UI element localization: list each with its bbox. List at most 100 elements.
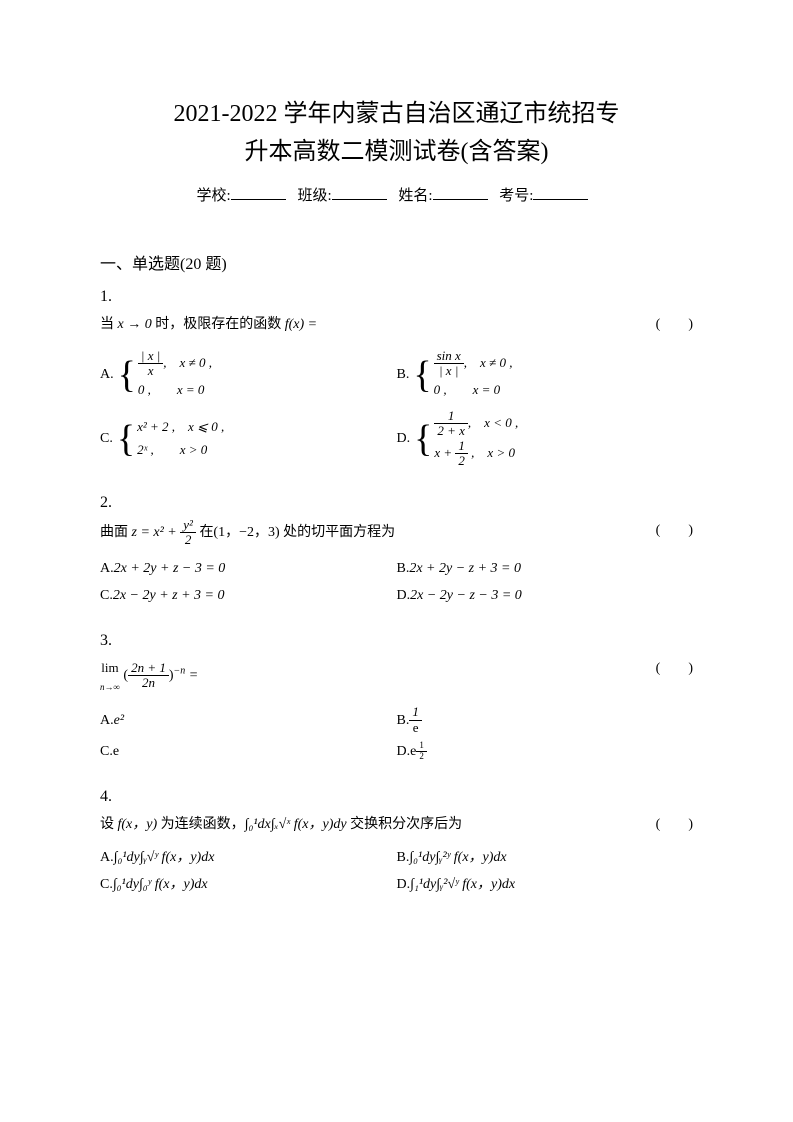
q4-stem-int: ∫₀¹dx∫ₓ√ˣ f(x，y)dy: [245, 817, 347, 832]
q2-option-d: D. 2x − 2y − z − 3 = 0: [397, 585, 694, 606]
q3-exp: −n: [174, 665, 186, 676]
q1-paren: ( ): [656, 312, 693, 337]
q4-b-text: ∫₀¹dy∫ᵧ²ʸ f(x，y)dx: [409, 847, 506, 868]
name-label: 姓名:: [398, 188, 432, 204]
q1-options: A. { | x |x, x ≠ 0 , 0 , x = 0 B. { sin …: [100, 347, 693, 474]
q3-d-label: D.: [397, 741, 411, 762]
q3-option-d: D. e12: [397, 741, 694, 762]
q2-frac-num: y²: [180, 518, 196, 533]
q1-d-label: D.: [397, 428, 411, 449]
title-line-2: 升本高数二模测试卷(含答案): [245, 139, 549, 165]
q1-a-frac-den: x: [138, 364, 163, 378]
q3-a-label: A.: [100, 710, 114, 731]
q1-d-frac-den: 2 + x: [434, 424, 468, 438]
q1-d-r2-den: 2: [455, 454, 468, 468]
q4-d-text: ∫₁¹dy∫ᵧ²√ʸ f(x，y)dx: [410, 874, 515, 895]
q1-stem-math: x → 0: [118, 317, 152, 332]
q4-stem-prefix: 设: [100, 817, 118, 832]
q1-d-r2-num: 1: [455, 439, 468, 454]
q2-c-label: C.: [100, 585, 113, 606]
q3-option-b: B. 1e: [397, 705, 694, 735]
q4-stem-mid: 为连续函数，: [157, 817, 245, 832]
q3-c-text: e: [113, 741, 119, 762]
q3-b-label: B.: [397, 710, 410, 731]
q1-b-row2: 0 , x = 0: [434, 379, 513, 401]
question-2-num: 2.: [100, 494, 693, 512]
school-blank[interactable]: [231, 199, 286, 200]
q4-option-a: A. ∫₀¹dy∫ᵧ√ʸ f(x，y)dx: [100, 847, 397, 868]
q1-a-label: A.: [100, 364, 114, 385]
q4-options: A. ∫₀¹dy∫ᵧ√ʸ f(x，y)dx B. ∫₀¹dy∫ᵧ²ʸ f(x，y…: [100, 847, 693, 901]
q4-c-text: ∫₀¹dy∫₀ʸ f(x，y)dx: [113, 874, 208, 895]
school-label: 学校:: [197, 188, 231, 204]
q2-a-text: 2x + 2y + z − 3 = 0: [114, 558, 226, 579]
q3-equals: =: [185, 668, 198, 683]
q3-b-den: e: [409, 721, 422, 735]
q3-option-c: C. e: [100, 741, 397, 762]
title-line-1: 2021-2022 学年内蒙古自治区通辽市统招专: [174, 101, 620, 127]
q1-option-d: D. { 12 + x, x < 0 , x + 12 , x > 0: [397, 409, 694, 468]
q1-d-cond1: , x < 0 ,: [468, 415, 518, 430]
q2-d-label: D.: [397, 585, 411, 606]
q3-option-a: A. e²: [100, 705, 397, 735]
q2-options: A. 2x + 2y + z − 3 = 0 B. 2x + 2y − z + …: [100, 558, 693, 612]
q2-frac-den: 2: [180, 533, 196, 547]
q4-option-d: D. ∫₁¹dy∫ᵧ²√ʸ f(x，y)dx: [397, 874, 694, 895]
q2-b-text: 2x + 2y − z + 3 = 0: [409, 558, 521, 579]
q1-stem-fx: f(x) =: [285, 317, 317, 332]
question-4-stem: 设 f(x，y) 为连续函数，∫₀¹dx∫ₓ√ˣ f(x，y)dy 交换积分次序…: [100, 812, 693, 837]
q4-c-label: C.: [100, 874, 113, 895]
q3-lim-sub: n→∞: [100, 679, 120, 695]
q4-stem-fxy: f(x，y): [118, 817, 158, 832]
q1-a-row2: 0 , x = 0: [138, 379, 212, 401]
q2-stem-suffix: 在(1，−2，3) 处的切平面方程为: [196, 525, 395, 540]
class-blank[interactable]: [332, 199, 387, 200]
q4-paren: ( ): [656, 812, 693, 837]
q1-stem-suffix: 时，极限存在的函数: [152, 317, 285, 332]
q4-option-c: C. ∫₀¹dy∫₀ʸ f(x，y)dx: [100, 874, 397, 895]
q4-d-label: D.: [397, 874, 411, 895]
q1-d-r2a: x +: [434, 444, 455, 459]
question-3: 3. lim n→∞ (2n + 12n)−n = ( ) A. e² B. 1…: [100, 632, 693, 768]
class-label: 班级:: [297, 188, 331, 204]
q3-b-num: 1: [409, 705, 422, 720]
q3-d-exp-den: 2: [416, 752, 427, 762]
q4-a-text: ∫₀¹dy∫ᵧ√ʸ f(x，y)dx: [114, 847, 215, 868]
q1-b-frac-den: | x |: [434, 364, 464, 378]
q2-d-text: 2x − 2y − z − 3 = 0: [410, 585, 522, 606]
name-blank[interactable]: [433, 199, 488, 200]
q1-option-a: A. { | x |x, x ≠ 0 , 0 , x = 0: [100, 347, 397, 403]
q4-option-b: B. ∫₀¹dy∫ᵧ²ʸ f(x，y)dx: [397, 847, 694, 868]
q2-b-label: B.: [397, 558, 410, 579]
id-blank[interactable]: [533, 199, 588, 200]
student-info-line: 学校: 班级: 姓名: 考号:: [100, 184, 693, 205]
question-3-stem: lim n→∞ (2n + 12n)−n = ( ): [100, 656, 693, 696]
q1-d-cond2: , x > 0: [468, 444, 515, 459]
q1-d-frac-num: 1: [434, 409, 468, 424]
q1-option-b: B. { sin x| x |, x ≠ 0 , 0 , x = 0: [397, 347, 694, 403]
q3-frac-den: 2n: [128, 676, 169, 690]
q3-options: A. e² B. 1e C. e D. e12: [100, 705, 693, 768]
exam-title: 2021-2022 学年内蒙古自治区通辽市统招专 升本高数二模测试卷(含答案): [100, 95, 693, 172]
q1-b-cond1: , x ≠ 0 ,: [464, 355, 513, 370]
q2-c-text: 2x − 2y + z + 3 = 0: [113, 585, 225, 606]
question-1: 1. 当 x → 0 时，极限存在的函数 f(x) = ( ) A. { | x…: [100, 288, 693, 474]
q4-stem-suffix: 交换积分次序后为: [347, 817, 463, 832]
q1-c-label: C.: [100, 428, 113, 449]
q2-option-a: A. 2x + 2y + z − 3 = 0: [100, 558, 397, 579]
q3-paren: ( ): [656, 656, 693, 681]
q2-paren: ( ): [656, 518, 693, 543]
id-label: 考号:: [499, 188, 533, 204]
q1-c-row1: x² + 2 , x ⩽ 0 ,: [137, 416, 224, 438]
question-2-stem: 曲面 z = x² + y²2 在(1，−2，3) 处的切平面方程为 ( ): [100, 518, 693, 548]
q3-a-text: e²: [114, 710, 124, 731]
q1-stem-prefix: 当: [100, 317, 118, 332]
q4-b-label: B.: [397, 847, 410, 868]
q4-a-label: A.: [100, 847, 114, 868]
q2-stem-z: z = x² +: [132, 525, 181, 540]
question-2: 2. 曲面 z = x² + y²2 在(1，−2，3) 处的切平面方程为 ( …: [100, 494, 693, 612]
question-1-stem: 当 x → 0 时，极限存在的函数 f(x) = ( ): [100, 312, 693, 337]
question-1-num: 1.: [100, 288, 693, 306]
q1-option-c: C. { x² + 2 , x ⩽ 0 , 2ˣ , x > 0: [100, 409, 397, 468]
q2-a-label: A.: [100, 558, 114, 579]
